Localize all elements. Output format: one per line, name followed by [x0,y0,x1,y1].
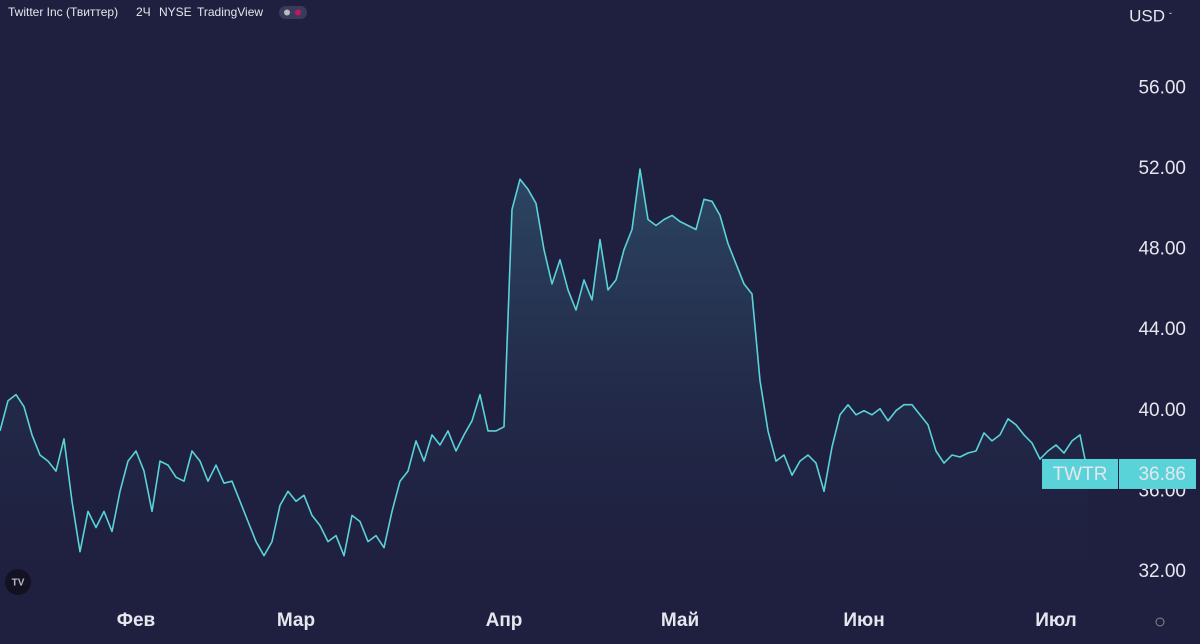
y-tick-label: 44.00 [1138,319,1186,340]
exchange: NYSE [159,5,192,19]
plot-area [0,168,1089,600]
x-tick-label: Июн [843,610,884,631]
currency-caret[interactable]: ˇ [1169,11,1172,21]
y-tick-label: 32.00 [1138,561,1186,582]
source: TradingView [197,5,263,19]
currency[interactable]: USD [1129,6,1165,25]
symbol-title: Twitter Inc (Твиттер) [8,5,118,19]
status-dot [284,9,290,16]
x-tick-label: Фев [117,610,155,631]
x-tick-label: Июл [1035,610,1076,631]
y-tick-label: 48.00 [1138,239,1186,260]
status-pill [279,6,307,19]
x-tick-label: Май [661,610,699,631]
y-tick-label: 40.00 [1138,400,1186,421]
x-tick-label: Мар [277,610,315,631]
settings-icon[interactable] [1155,617,1165,627]
y-tick-label: 52.00 [1138,158,1186,179]
last-price-label: 36.86 [1138,464,1186,485]
interval: 2Ч [136,5,151,19]
area-fill [0,169,1088,600]
status-dot [295,9,301,16]
x-tick-label: Апр [486,610,523,631]
y-tick-label: 56.00 [1138,78,1186,99]
price-line [0,168,1089,557]
symbol-label: TWTR [1053,464,1108,485]
symbol-label-box [1042,458,1118,489]
last-price-box [1119,458,1196,489]
